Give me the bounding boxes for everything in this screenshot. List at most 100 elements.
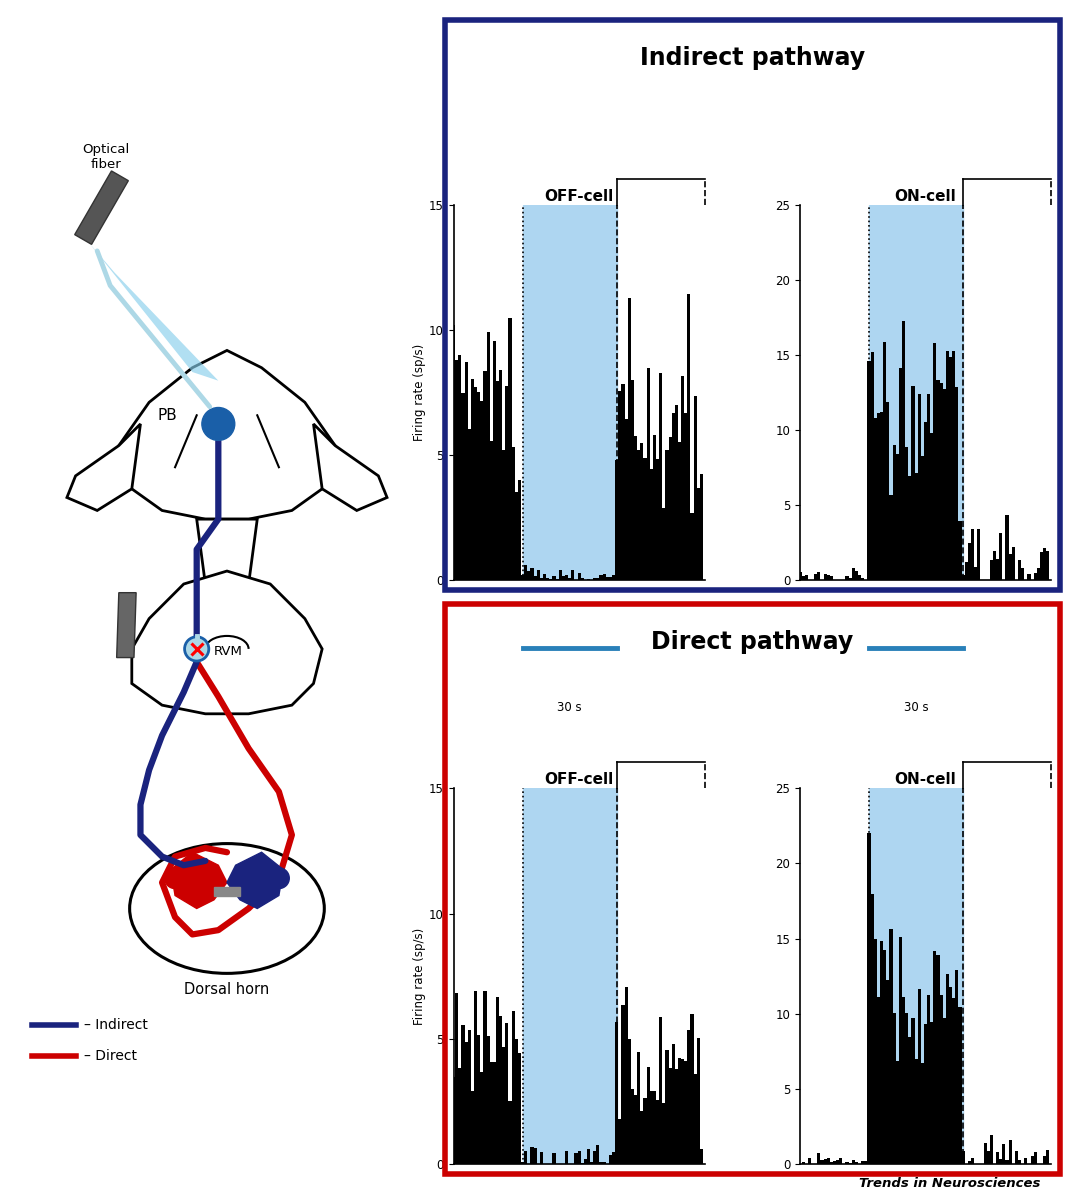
Bar: [987, 1151, 990, 1164]
Bar: [895, 1061, 898, 1164]
Bar: [606, 577, 609, 581]
Bar: [1034, 574, 1037, 581]
Bar: [871, 352, 874, 581]
Bar: [596, 578, 600, 581]
Bar: [616, 460, 618, 581]
Bar: [653, 1091, 656, 1164]
Bar: [887, 980, 890, 1164]
Text: – Direct: – Direct: [84, 1049, 138, 1062]
Bar: [496, 997, 499, 1164]
Bar: [512, 1010, 514, 1164]
Bar: [631, 1088, 634, 1164]
Bar: [952, 350, 955, 581]
Bar: [977, 528, 981, 581]
Bar: [612, 575, 616, 581]
Bar: [984, 1144, 987, 1164]
Bar: [490, 1062, 493, 1164]
Bar: [877, 413, 880, 581]
Bar: [487, 1036, 490, 1164]
Bar: [521, 1162, 524, 1164]
Bar: [958, 1007, 961, 1164]
Bar: [930, 1021, 934, 1164]
Bar: [666, 450, 669, 581]
Bar: [621, 1004, 624, 1164]
Circle shape: [269, 868, 289, 888]
Text: Indirect pathway: Indirect pathway: [640, 46, 865, 70]
Title: OFF-cell: OFF-cell: [544, 188, 614, 204]
Bar: [971, 529, 974, 581]
Bar: [1005, 1160, 1008, 1164]
Bar: [678, 442, 681, 581]
Bar: [659, 372, 663, 581]
Bar: [945, 973, 949, 1164]
Bar: [943, 1019, 945, 1164]
Bar: [480, 402, 483, 581]
Bar: [530, 569, 534, 581]
Bar: [883, 342, 887, 581]
Bar: [577, 574, 580, 581]
Bar: [671, 413, 674, 581]
Bar: [471, 379, 474, 581]
Bar: [867, 360, 871, 581]
Bar: [1002, 1145, 1005, 1164]
Bar: [1034, 1152, 1037, 1164]
Bar: [503, 450, 506, 581]
Bar: [621, 384, 624, 581]
Bar: [467, 1030, 471, 1164]
Bar: [681, 1060, 684, 1164]
Bar: [990, 1135, 993, 1164]
Bar: [483, 371, 487, 581]
Bar: [596, 1145, 600, 1164]
Bar: [464, 1042, 467, 1164]
Text: RVM: RVM: [214, 644, 243, 658]
Bar: [902, 997, 905, 1164]
Bar: [674, 1068, 678, 1164]
Bar: [997, 559, 999, 581]
Bar: [506, 386, 509, 581]
Bar: [681, 376, 684, 581]
Bar: [584, 1159, 587, 1164]
Bar: [824, 575, 827, 581]
Bar: [663, 1104, 666, 1164]
Bar: [1040, 552, 1044, 581]
Bar: [616, 1022, 618, 1164]
Y-axis label: Firing rate (sp/s): Firing rate (sp/s): [413, 344, 426, 442]
Bar: [934, 952, 937, 1164]
Bar: [559, 570, 562, 581]
Bar: [474, 991, 477, 1164]
Bar: [1018, 1160, 1021, 1164]
Text: 30 s: 30 s: [557, 701, 582, 714]
Text: Dorsal horn: Dorsal horn: [185, 982, 270, 997]
Bar: [1024, 1158, 1028, 1164]
Bar: [892, 1013, 895, 1164]
Bar: [1047, 552, 1050, 581]
Title: OFF-cell: OFF-cell: [544, 773, 614, 787]
Bar: [827, 1158, 830, 1164]
Bar: [877, 997, 880, 1164]
Bar: [512, 446, 514, 581]
Bar: [924, 1024, 927, 1164]
Circle shape: [185, 637, 209, 661]
Polygon shape: [196, 520, 257, 584]
Bar: [546, 578, 550, 581]
Bar: [580, 578, 584, 581]
Bar: [600, 575, 603, 581]
Bar: [1037, 568, 1040, 581]
Bar: [1012, 547, 1015, 581]
Bar: [618, 391, 621, 581]
Bar: [940, 995, 943, 1164]
Bar: [855, 571, 858, 581]
Bar: [1008, 1140, 1012, 1164]
Bar: [524, 565, 527, 581]
Bar: [833, 1160, 837, 1164]
Bar: [684, 1061, 687, 1164]
Bar: [493, 341, 496, 581]
Bar: [540, 1152, 543, 1164]
Text: PB: PB: [158, 408, 177, 422]
Circle shape: [164, 868, 186, 888]
Bar: [530, 1147, 534, 1164]
Bar: [934, 343, 937, 581]
Bar: [890, 494, 892, 581]
Bar: [674, 404, 678, 581]
Bar: [456, 992, 459, 1164]
